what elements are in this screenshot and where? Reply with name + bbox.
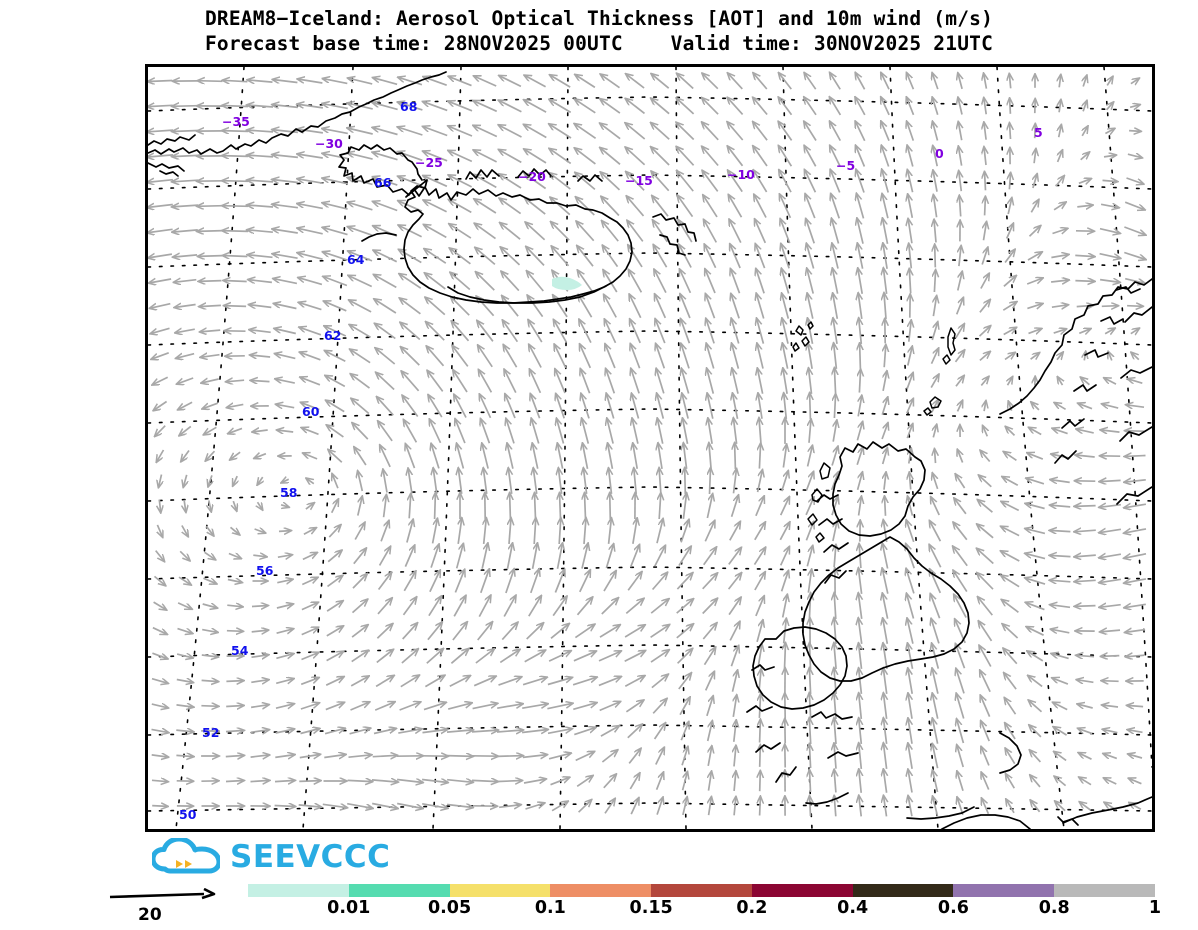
colorbar-segment [852, 884, 954, 897]
colorbar-segment [953, 884, 1055, 897]
longitude-label: 0 [935, 146, 944, 161]
longitude-label: −35 [222, 114, 250, 129]
colorbar-segment [348, 884, 450, 897]
longitude-label: −10 [727, 167, 755, 182]
aot-colorbar[interactable] [248, 884, 1156, 897]
latitude-label: 62 [324, 328, 342, 343]
cloud-icon [150, 836, 222, 876]
latitude-label: 58 [280, 485, 298, 500]
aot-colorbar-ticks: 0.01 0.05 0.1 0.15 0.2 0.4 0.6 0.8 1 [248, 898, 1161, 924]
longitude-label: −20 [518, 169, 546, 184]
latitude-label: 60 [302, 404, 320, 419]
latitude-label: 64 [347, 252, 365, 267]
colorbar-tick-label: 0.1 [534, 898, 566, 918]
latitude-label: 66 [374, 175, 392, 190]
wind-scale-arrow-icon [109, 888, 216, 900]
colorbar-segment [550, 884, 652, 897]
latitude-label: 52 [202, 725, 220, 740]
wind-vector-field [148, 73, 1146, 817]
map-canvas [148, 67, 1152, 829]
colorbar-tick-label: 0.2 [736, 898, 768, 918]
colorbar-tick-label: 0.05 [427, 898, 472, 918]
logo-text: SEEVCCC [230, 838, 391, 875]
title-line-2: Forecast base time: 28NOV2025 00UTC Vali… [204, 32, 994, 55]
longitude-label: 5 [1034, 125, 1043, 140]
map-plot-area[interactable]: 68 66 64 62 60 58 56 54 52 50 −35 −30 −25 −20 −15 −10 −5… [145, 64, 1155, 832]
colorbar-segment [449, 884, 551, 897]
title-block: DREAM8−Iceland: Aerosol Optical Thicknes… [0, 6, 1198, 56]
colorbar-segment [1054, 884, 1156, 897]
longitude-label: −15 [625, 173, 653, 188]
longitude-label: −30 [315, 136, 343, 151]
wind-scale-value: 20 [138, 905, 162, 925]
coastlines [148, 71, 1152, 829]
cloud-arrow-icon [150, 836, 222, 874]
colorbar-segment [248, 884, 349, 897]
latitude-label: 56 [256, 563, 274, 578]
latitude-label: 68 [400, 99, 418, 114]
colorbar-segment [751, 884, 853, 897]
colorbar-tick-label: 0.15 [629, 898, 673, 918]
colorbar-tick-label: 0.8 [1038, 898, 1070, 918]
colorbar-tick-label: 0.6 [937, 898, 969, 918]
colorbar-tick-label: 0.01 [327, 898, 371, 918]
wind-scale-key: 20 [108, 888, 220, 928]
seevccc-logo: SEEVCCC [150, 836, 391, 878]
longitude-label: −25 [415, 155, 443, 170]
aot-shading [552, 276, 582, 290]
colorbar-segment [651, 884, 752, 897]
longitude-label: −5 [836, 158, 856, 173]
latitude-label: 50 [179, 807, 197, 822]
title-line-1: DREAM8−Iceland: Aerosol Optical Thicknes… [204, 7, 994, 30]
colorbar-tick-label: 0.4 [837, 898, 869, 918]
latitude-label: 54 [231, 643, 249, 658]
colorbar-tick-label: 1 [1148, 898, 1162, 918]
